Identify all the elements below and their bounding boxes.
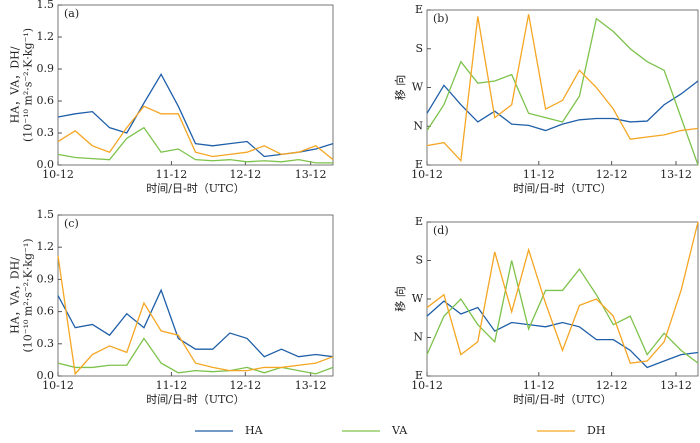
y-tick-label: E <box>415 158 423 171</box>
plot-frame <box>426 221 699 377</box>
y-axis-label-line: (10⁻¹⁰ m²·s⁻²·K·kg⁻¹) <box>22 28 35 142</box>
y-axis-label: HA，VA，DH/(10⁻¹⁰ m²·s⁻²·K·kg⁻¹) <box>9 238 35 352</box>
series-line <box>57 126 333 164</box>
y-tick-label: W <box>412 81 424 94</box>
panel-label: (b) <box>433 12 449 25</box>
y-tick-label: N <box>413 119 423 132</box>
series-line <box>426 14 699 163</box>
series-line <box>426 221 699 364</box>
x-tick-label: 13-12 <box>295 379 327 392</box>
y-tick-label: 0.0 <box>37 158 55 171</box>
y-tick-label: 1.2 <box>37 240 55 253</box>
panel-label: (c) <box>64 217 79 230</box>
y-tick-label: 0.0 <box>37 369 55 382</box>
x-tick-label: 11-12 <box>523 168 555 181</box>
panel-label: (a) <box>64 7 79 20</box>
y-axis-label: 移 向 <box>393 75 407 101</box>
x-tick-label: 11-12 <box>523 379 555 392</box>
plot-frame <box>57 4 334 166</box>
y-axis-label-line: HA，VA，DH/ <box>9 46 22 123</box>
x-axis-label: 时间/日-时（UTC） <box>513 182 611 195</box>
legend-label: DH <box>587 424 605 437</box>
x-tick-label: 10-12 <box>411 168 443 181</box>
y-tick-label: S <box>415 42 423 55</box>
x-tick-label: 12-12 <box>229 168 261 181</box>
y-tick-label: N <box>413 331 423 344</box>
x-axis-label: 时间/日-时（UTC） <box>513 393 611 406</box>
series-line <box>426 260 699 364</box>
x-tick-label: 11-12 <box>156 168 188 181</box>
y-tick-label: 0.6 <box>37 94 55 107</box>
y-tick-label: 0.9 <box>37 272 55 285</box>
series-line <box>57 288 334 358</box>
plot-frame <box>426 9 699 166</box>
y-tick-label: 0.6 <box>37 305 55 318</box>
y-tick-label: S <box>415 254 423 267</box>
plot-frame <box>57 214 334 377</box>
x-axis-label: 时间/日-时（UTC） <box>146 182 244 195</box>
x-tick-label: 11-12 <box>156 379 188 392</box>
x-tick-label: 10-12 <box>42 379 74 392</box>
y-axis-label-line: 移 向 <box>393 75 407 101</box>
series-line <box>57 73 334 158</box>
x-tick-label: 12-12 <box>596 379 628 392</box>
x-tick-label: 13-12 <box>660 379 692 392</box>
y-tick-label: E <box>415 215 423 228</box>
x-tick-label: 12-12 <box>229 379 261 392</box>
y-tick-label: 0.3 <box>37 337 55 350</box>
y-tick-label: E <box>415 3 423 16</box>
x-axis-label: 时间/日-时（UTC） <box>146 393 244 406</box>
y-axis-label-line: (10⁻¹⁰ m²·s⁻²·K·kg⁻¹) <box>22 238 35 352</box>
y-tick-label: 0.9 <box>37 62 55 75</box>
x-tick-label: 13-12 <box>660 168 692 181</box>
y-axis-label: 移 向 <box>393 286 407 312</box>
x-tick-label: 13-12 <box>295 168 327 181</box>
y-tick-label: E <box>415 369 423 382</box>
x-tick-label: 10-12 <box>42 168 74 181</box>
y-tick-label: W <box>412 292 424 305</box>
legend-label: VA <box>391 424 408 437</box>
x-tick-label: 12-12 <box>596 168 628 181</box>
y-axis-label: HA，VA，DH/(10⁻¹⁰ m²·s⁻²·K·kg⁻¹) <box>9 28 35 142</box>
series-line <box>426 300 699 369</box>
y-axis-label-line: 移 向 <box>393 286 407 312</box>
series-line <box>426 17 699 166</box>
panel-label: (d) <box>433 224 449 237</box>
y-tick-label: 1.5 <box>37 0 55 11</box>
series-line <box>57 255 334 376</box>
y-axis-label-line: HA，VA，DH/ <box>9 257 22 334</box>
series-line <box>426 80 699 132</box>
legend-label: HA <box>245 424 264 437</box>
series-line <box>57 105 334 161</box>
x-tick-label: 10-12 <box>411 379 443 392</box>
series-line <box>57 337 334 375</box>
y-tick-label: 1.5 <box>37 208 55 221</box>
y-tick-label: 1.2 <box>37 30 55 43</box>
y-tick-label: 0.3 <box>37 126 55 139</box>
